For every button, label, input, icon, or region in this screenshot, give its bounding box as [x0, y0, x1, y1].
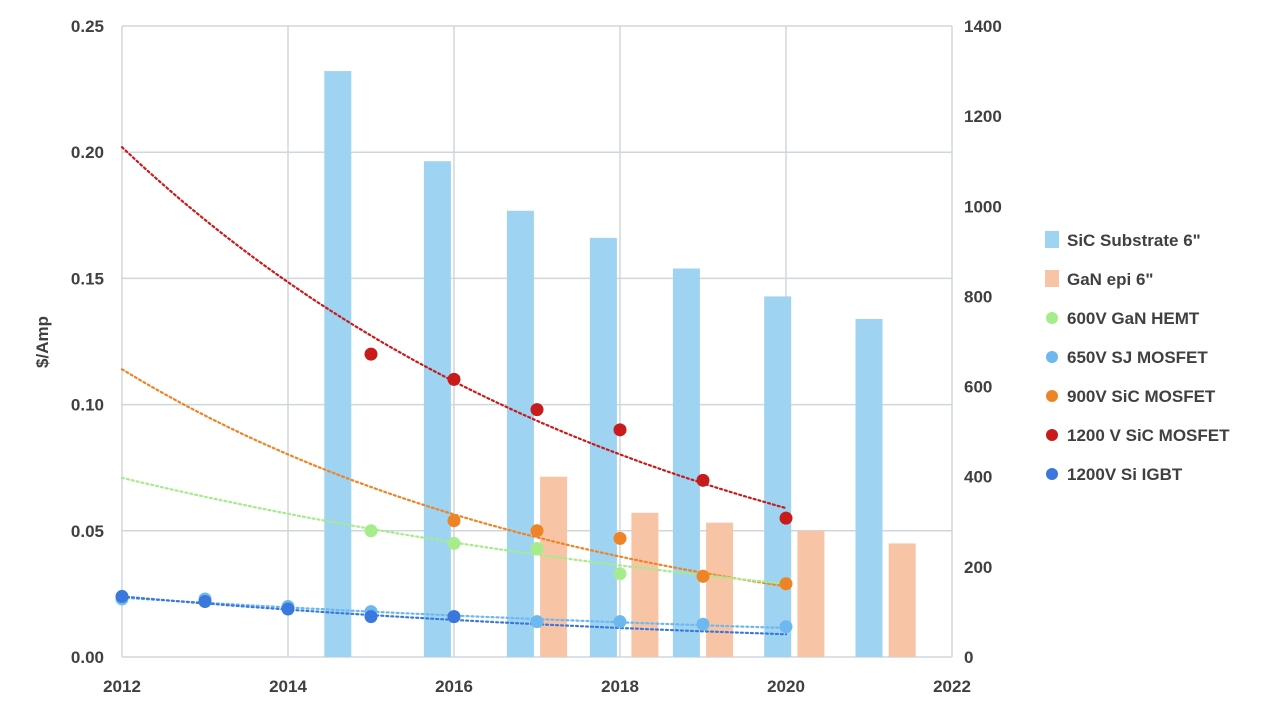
data-point [696, 569, 710, 583]
bar [888, 543, 916, 657]
legend-swatch [1045, 231, 1059, 248]
legend-label: 1200V Si IGBT [1067, 465, 1183, 484]
y-axis-title: $/Amp [33, 316, 52, 368]
data-point [364, 524, 378, 538]
y-tick-label: 0.10 [71, 396, 104, 415]
y-tick-label: 0.20 [71, 143, 104, 162]
y-tick-label: 0.25 [71, 17, 104, 36]
data-point [696, 473, 710, 487]
data-point [613, 423, 627, 437]
y-tick-label: 0.00 [71, 648, 104, 667]
data-point [115, 589, 129, 603]
data-point [281, 602, 295, 616]
y2-tick-label: 1200 [964, 107, 1002, 126]
bar [672, 268, 700, 657]
data-point [779, 511, 793, 525]
legend-marker [1046, 390, 1058, 402]
bar [324, 71, 352, 658]
points [115, 347, 793, 634]
x-tick-label: 2012 [103, 677, 141, 696]
y-tick-label: 0.05 [71, 522, 104, 541]
data-point [198, 594, 212, 608]
bar [764, 296, 792, 657]
y2-tick-label: 200 [964, 558, 992, 577]
data-point [696, 617, 710, 631]
legend-label: GaN epi 6" [1067, 270, 1153, 289]
legend-swatch [1045, 270, 1059, 287]
x-tick-label: 2018 [601, 677, 639, 696]
legend-marker [1046, 312, 1058, 324]
legend-label: 900V SiC MOSFET [1067, 387, 1216, 406]
y2-tick-label: 600 [964, 378, 992, 397]
x-tick-label: 2022 [933, 677, 971, 696]
bar [706, 522, 734, 657]
data-point [447, 514, 461, 528]
legend-label: SiC Substrate 6" [1067, 231, 1201, 250]
legend-marker [1046, 468, 1058, 480]
x-tick-label: 2014 [269, 677, 307, 696]
data-point [447, 372, 461, 386]
data-point [364, 347, 378, 361]
legend-marker [1046, 429, 1058, 441]
x-tick-label: 2016 [435, 677, 473, 696]
bar [423, 161, 451, 657]
data-point [779, 577, 793, 591]
bar [855, 318, 883, 657]
data-point [447, 610, 461, 624]
trendline [120, 476, 788, 585]
bar [506, 210, 534, 658]
y2-tick-label: 800 [964, 287, 992, 306]
y2-tick-label: 1400 [964, 17, 1002, 36]
data-point [530, 403, 544, 417]
data-point [530, 615, 544, 629]
trendline [120, 368, 788, 588]
legend-marker [1046, 351, 1058, 363]
data-point [613, 615, 627, 629]
grid [121, 25, 953, 658]
legend-label: 1200 V SiC MOSFET [1067, 426, 1230, 445]
data-point [779, 620, 793, 634]
data-point [530, 541, 544, 555]
bar [797, 530, 825, 657]
bar [631, 512, 659, 657]
legend: SiC Substrate 6" GaN epi 6" 600V GaN HEMT 6… [1045, 231, 1230, 484]
data-point [364, 610, 378, 624]
legend-label: 650V SJ MOSFET [1067, 348, 1208, 367]
bar [540, 476, 568, 657]
data-point [530, 524, 544, 538]
y2-tick-label: 400 [964, 468, 992, 487]
x-tick-label: 2020 [767, 677, 805, 696]
y2-tick-label: 0 [964, 648, 973, 667]
data-point [613, 567, 627, 581]
y2-tick-label: 1000 [964, 197, 1002, 216]
y-tick-label: 0.15 [71, 269, 104, 288]
data-point [447, 536, 461, 550]
bars [324, 71, 916, 658]
legend-label: 600V GaN HEMT [1067, 309, 1200, 328]
data-point [613, 531, 627, 545]
axes: 0.00 0.05 0.10 0.15 0.20 0.25 2012 2014 2016 2018… [71, 17, 1002, 696]
